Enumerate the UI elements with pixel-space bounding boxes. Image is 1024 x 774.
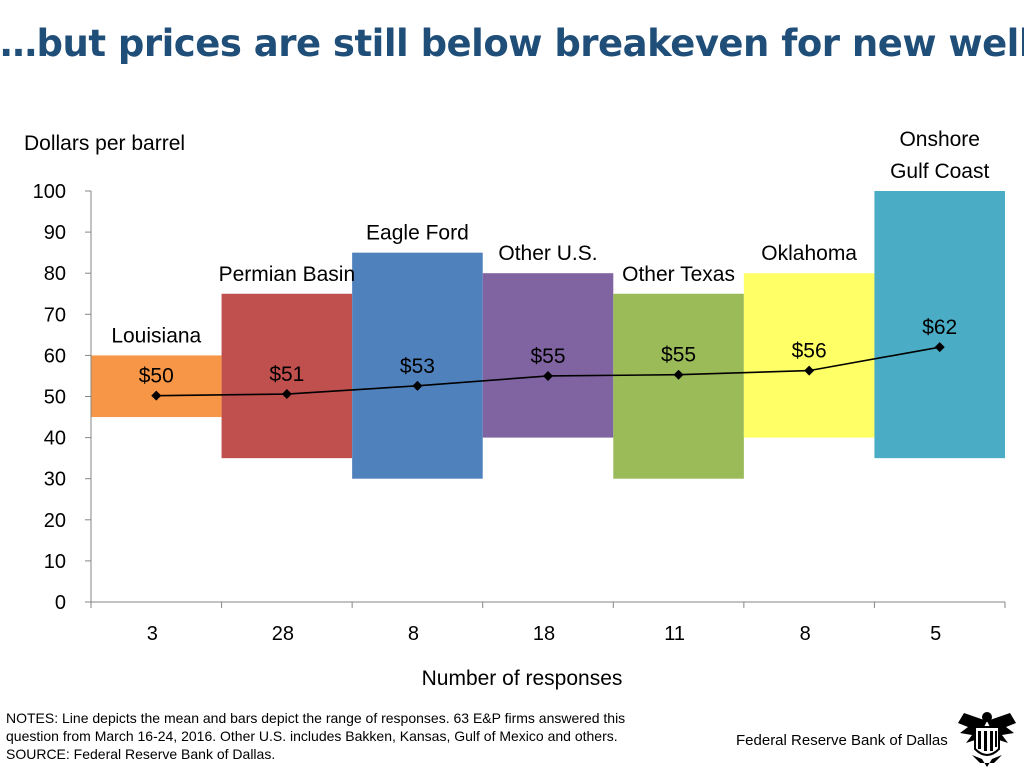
y-tick-label: 70: [44, 304, 66, 326]
x-tick-label: 11: [664, 623, 685, 645]
range-bar: [613, 293, 744, 479]
range-bar: [743, 273, 875, 438]
mean-point: [543, 370, 553, 381]
range-bars: [91, 191, 1005, 479]
page-title: …but prices are still below breakeven fo…: [0, 22, 1024, 65]
organization-name: Federal Reserve Bank of Dallas: [736, 732, 948, 749]
x-tick-label: 8: [408, 623, 419, 645]
range-bar: [874, 191, 1005, 459]
mean-data-label: $62: [922, 316, 957, 339]
y-tick-label: 90: [44, 222, 66, 244]
region-label: Oklahoma: [761, 242, 857, 265]
footnotes: NOTES: Line depicts the mean and bars de…: [6, 709, 726, 763]
region-label: Permian Basin: [219, 263, 356, 286]
mean-data-label: $50: [139, 365, 174, 388]
mean-point: [412, 380, 423, 391]
x-tick-label: 18: [533, 623, 555, 645]
range-bar: [221, 293, 353, 459]
chart-labels: Louisiana Permian Basin Eagle Ford Other U.…: [111, 128, 989, 388]
mean-point: [804, 365, 815, 376]
mean-point: [934, 342, 945, 353]
range-bar: [482, 273, 614, 438]
mean-data-label: $56: [792, 340, 827, 363]
region-label: Louisiana: [111, 324, 201, 347]
axis-ticks: 0 10 20 30 40 50 60 70 80 90 100 3 28 8 18 11 8 5: [33, 181, 1006, 645]
y-tick-label: 80: [44, 263, 66, 285]
range-bar: [352, 252, 483, 479]
y-axis-title: Dollars per barrel: [24, 132, 185, 155]
eagle-seal-icon: [958, 712, 1016, 767]
mean-point: [673, 369, 684, 380]
range-bar: [91, 355, 222, 418]
footnote-line: SOURCE: Federal Reserve Bank of Dallas.: [6, 746, 276, 762]
mean-data-label: $51: [269, 363, 304, 386]
y-tick-label: 10: [44, 551, 66, 573]
y-tick-label: 0: [55, 592, 66, 614]
mean-point: [151, 390, 162, 401]
x-tick-label: 5: [930, 623, 941, 645]
y-tick-label: 30: [44, 469, 66, 491]
x-tick-label: 28: [272, 623, 294, 645]
y-tick-label: 50: [44, 387, 66, 409]
y-tick-label: 40: [44, 428, 66, 450]
region-label: Other Texas: [622, 263, 735, 286]
region-label: Other U.S.: [498, 242, 597, 265]
footnote-line: question from March 16-24, 2016. Other U…: [6, 728, 618, 744]
region-label: Eagle Ford: [366, 222, 469, 245]
y-tick-label: 20: [44, 510, 66, 532]
mean-data-label: $55: [530, 345, 565, 368]
mean-line: [151, 342, 945, 401]
y-tick-label: 60: [44, 345, 66, 367]
x-axis-title: Number of responses: [422, 667, 623, 690]
x-tick-label: 3: [147, 623, 158, 645]
mean-data-label: $53: [400, 355, 435, 378]
mean-point: [281, 389, 292, 400]
region-label: Gulf Coast: [890, 160, 989, 183]
range-bar-chart: 0 10 20 30 40 50 60 70 80 90 100 3 28 8 18 11 8 5 Louisia…: [24, 128, 1006, 690]
footnote-line: NOTES: Line depicts the mean and bars de…: [6, 710, 626, 726]
region-label: Onshore: [899, 128, 980, 151]
y-tick-label: 100: [33, 181, 66, 203]
mean-data-label: $55: [661, 344, 696, 367]
x-tick-label: 8: [800, 623, 811, 645]
